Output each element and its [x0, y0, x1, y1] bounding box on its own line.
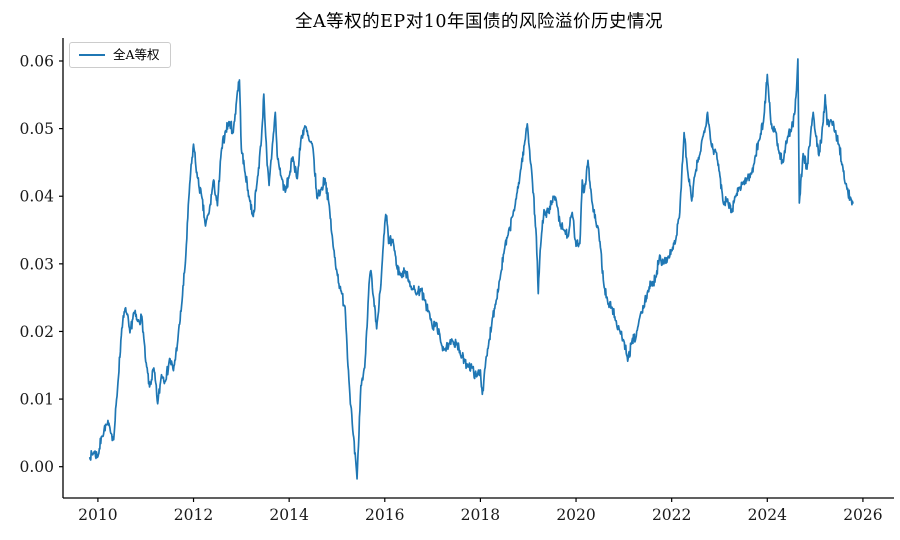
x-tick-label: 2010 — [78, 506, 117, 524]
x-tick-label: 2016 — [365, 506, 404, 524]
x-tick-label: 2020 — [556, 506, 595, 524]
y-tick-label: 0.05 — [19, 120, 54, 138]
y-tick-label: 0.03 — [19, 255, 54, 273]
series-line — [88, 58, 854, 480]
legend-label: 全A等权 — [113, 46, 160, 62]
chart-title: 全A等权的EP对10年国债的风险溢价历史情况 — [295, 12, 663, 32]
y-tick-label: 0.00 — [19, 458, 54, 476]
y-tick-label: 0.02 — [19, 323, 54, 341]
y-tick-label: 0.01 — [19, 391, 54, 409]
x-tick-label: 2024 — [748, 506, 788, 524]
legend: 全A等权 — [69, 42, 171, 68]
y-tick-label: 0.04 — [19, 188, 54, 206]
x-tick-label: 2026 — [843, 506, 882, 524]
x-tick-label: 2018 — [461, 506, 500, 524]
legend-line-sample-icon — [79, 54, 105, 56]
x-tick-label: 2012 — [174, 506, 213, 524]
x-tick-label: 2014 — [269, 506, 309, 524]
y-tick-label: 0.06 — [19, 52, 54, 70]
x-tick-label: 2022 — [652, 506, 691, 524]
